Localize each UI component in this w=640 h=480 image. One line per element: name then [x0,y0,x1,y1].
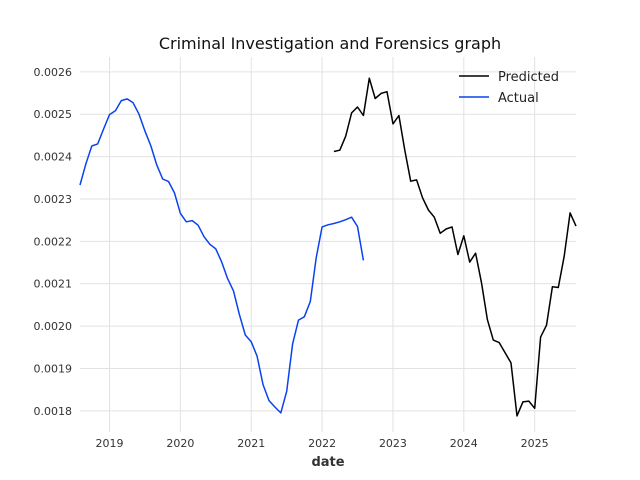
legend-label-actual: Actual [498,91,539,106]
x-axis-ticks: 2019 2020 2021 2022 2023 2024 2025 [96,437,549,450]
series-line-predicted [333,77,577,417]
x-tick-label: 2022 [308,437,336,450]
grid [80,57,576,432]
y-tick-label: 0.0026 [34,66,73,79]
x-tick-label: 2023 [379,437,407,450]
x-tick-label: 2021 [237,437,265,450]
y-tick-label: 0.0023 [34,193,73,206]
y-tick-label: 0.0019 [34,362,73,375]
y-tick-label: 0.0021 [34,278,73,291]
chart-title: Criminal Investigation and Forensics gra… [159,34,501,53]
x-tick-label: 2020 [166,437,194,450]
legend-label-predicted: Predicted [498,70,559,85]
x-tick-label: 2019 [96,437,124,450]
series-lines [79,77,577,417]
y-axis-ticks: 0.0018 0.0019 0.0020 0.0021 0.0022 0.0023 0.00… [34,66,73,418]
y-tick-label: 0.0020 [34,320,73,333]
x-tick-label: 2025 [521,437,549,450]
y-tick-label: 0.0018 [34,405,73,418]
legend: Predicted Actual [459,70,559,106]
y-tick-label: 0.0022 [34,235,73,248]
x-tick-label: 2024 [450,437,478,450]
x-axis-label: date [311,455,344,470]
series-line-actual [79,98,365,414]
y-tick-label: 0.0025 [34,108,73,121]
y-tick-label: 0.0024 [34,151,73,164]
